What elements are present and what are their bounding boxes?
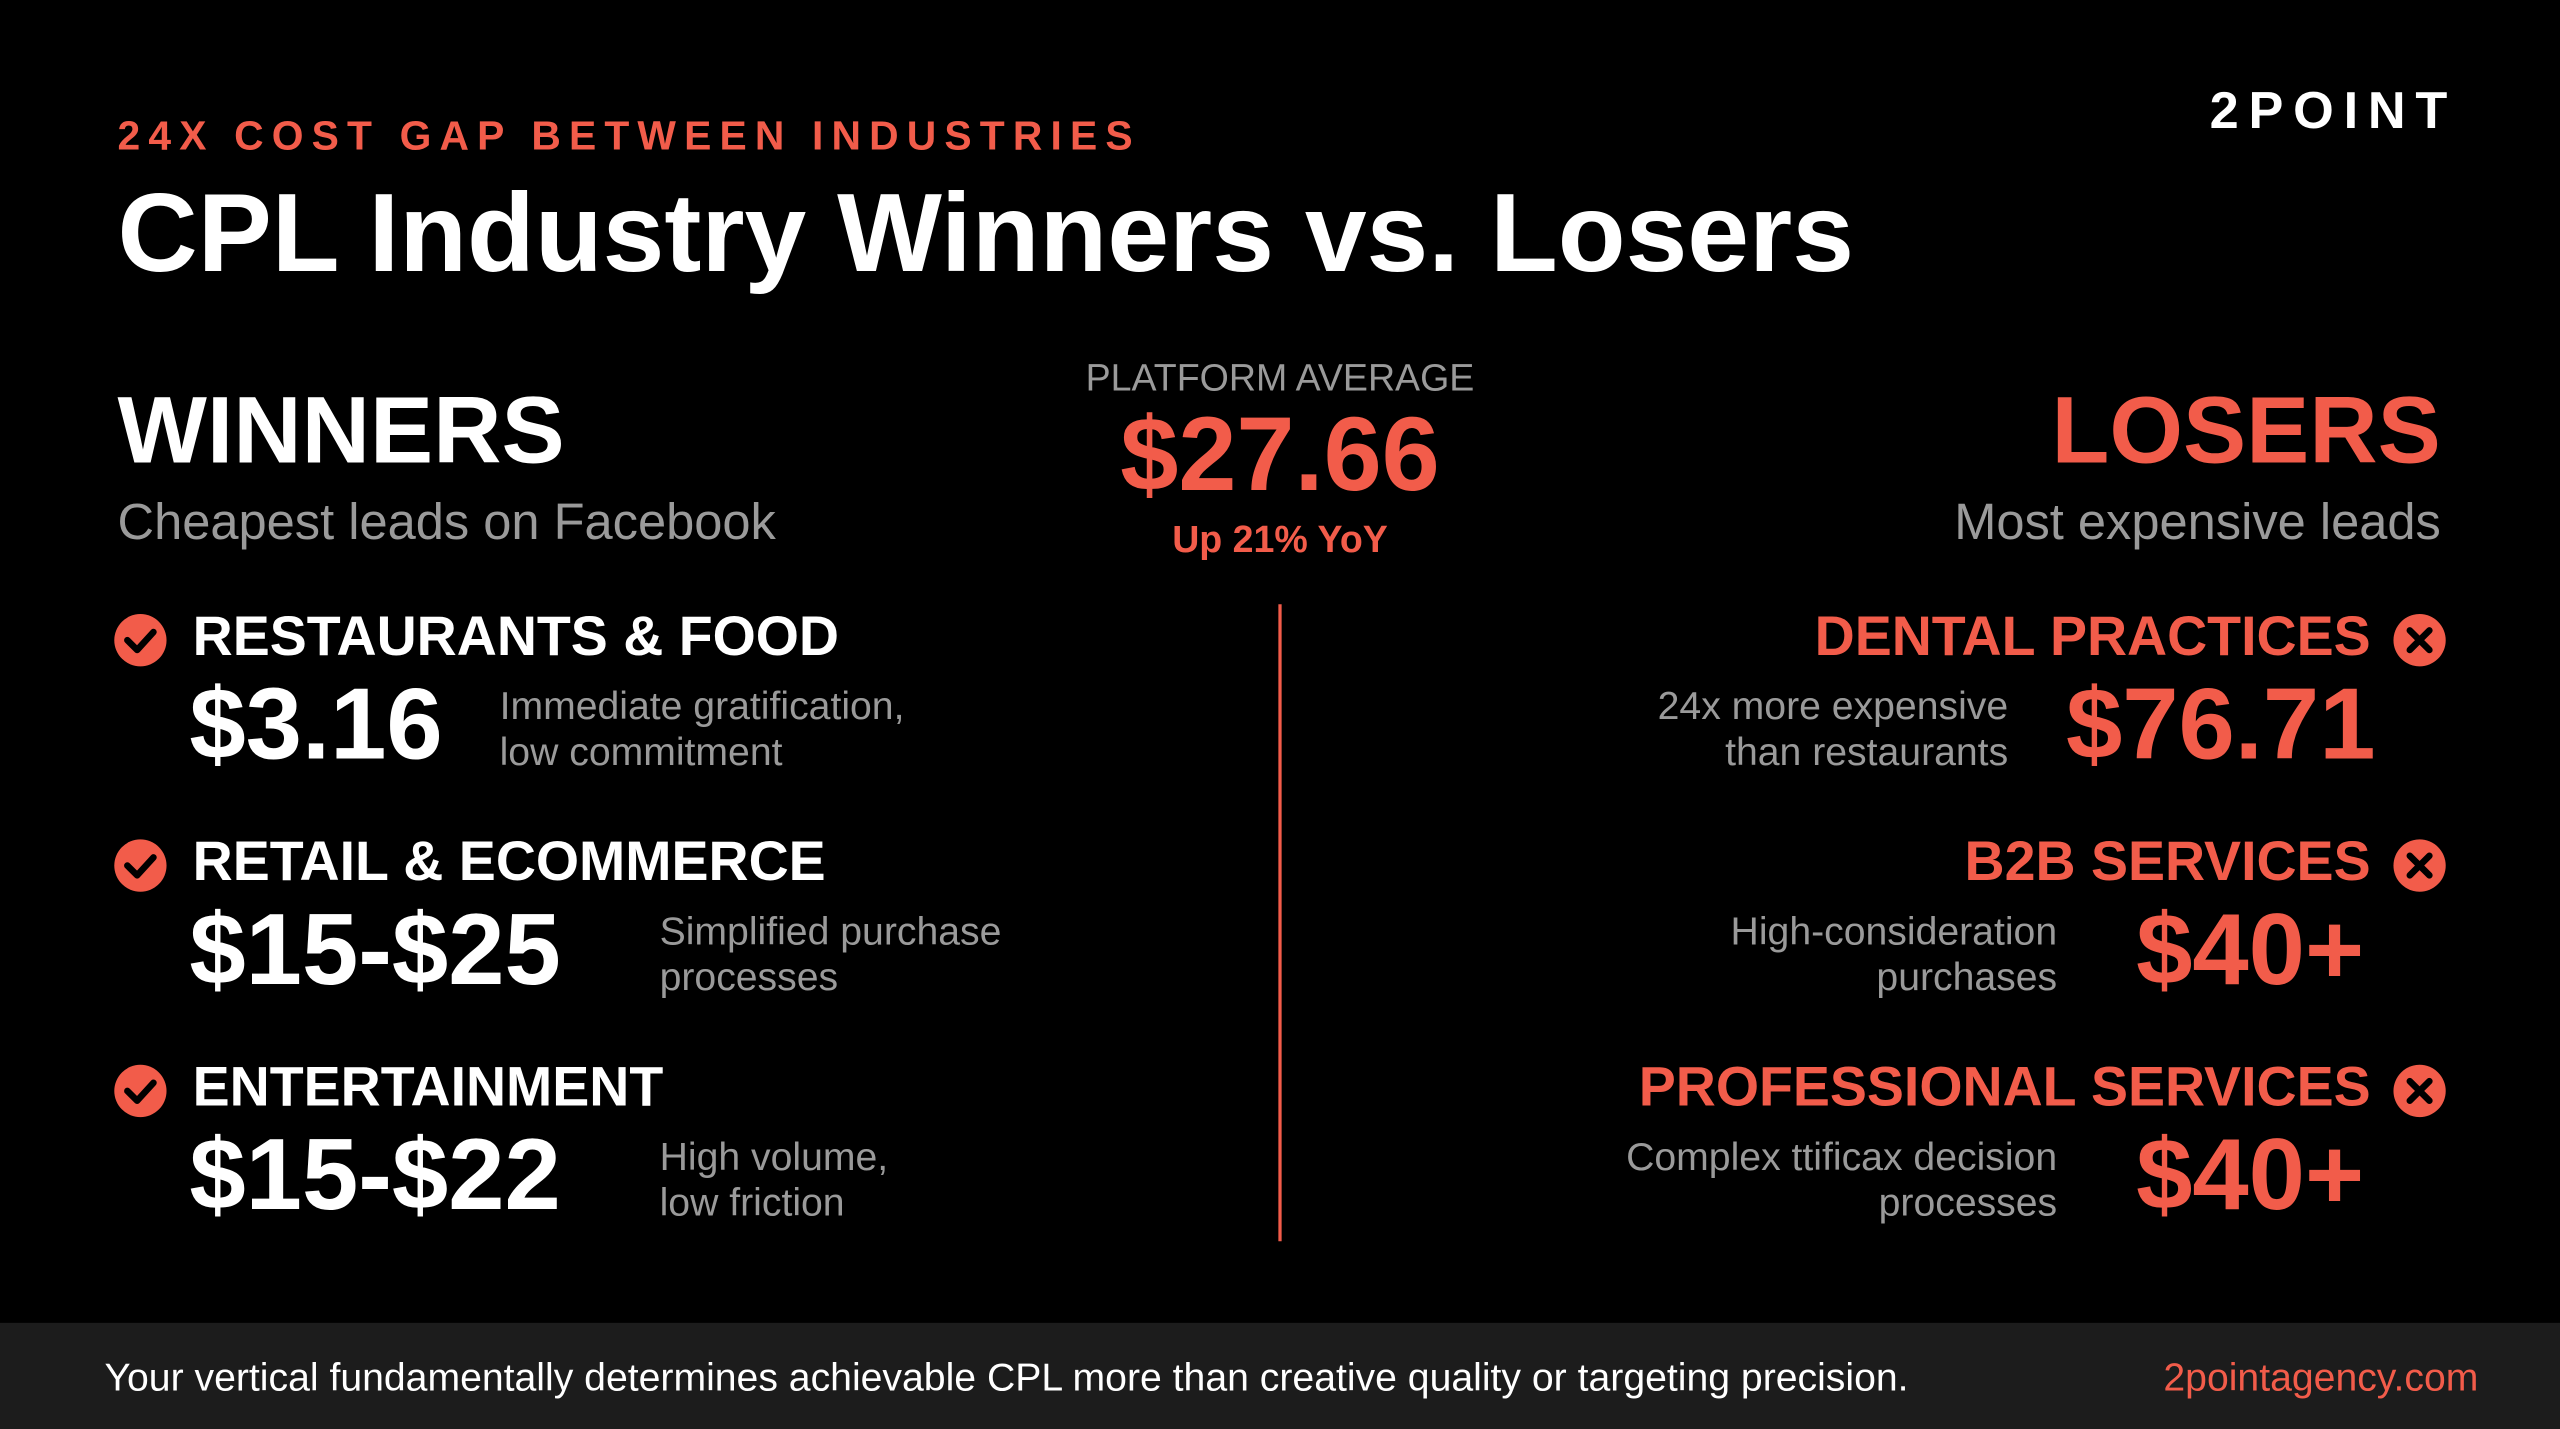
item-price: $3.16 <box>189 667 442 780</box>
winners-subheading: Cheapest leads on Facebook <box>118 493 777 550</box>
footer-url: 2pointagency.com <box>2163 1356 2478 1399</box>
item-description: 24x more expensive <box>1658 685 2009 728</box>
eyebrow: 24X COST GAP BETWEEN INDUSTRIES <box>118 113 1141 159</box>
item-description: High volume, <box>660 1136 889 1179</box>
item-description: Complex ttificax decision <box>1626 1136 2057 1179</box>
winners-heading: WINNERS <box>118 378 565 484</box>
item-price: $40+ <box>2136 893 2364 1006</box>
item-description: Simplified purchase <box>660 910 1002 953</box>
footer-bar <box>0 1322 2560 1429</box>
item-name: PROFESSIONAL SERVICES <box>1639 1056 2371 1118</box>
item-description: than restaurants <box>1725 731 2008 774</box>
x-mark <box>2406 1077 2433 1105</box>
item-name: RETAIL & ECOMMERCE <box>193 830 826 892</box>
average-label: PLATFORM AVERAGE <box>1086 356 1475 398</box>
item-description: processes <box>660 956 839 999</box>
x-mark <box>2406 627 2433 654</box>
losers-list: DENTAL PRACTICES$76.71 24x more expensive… <box>1626 605 2446 1231</box>
item-description: processes <box>1879 1182 2058 1225</box>
item-price: $15-$25 <box>189 893 560 1006</box>
x-mark <box>2406 852 2433 879</box>
check-mark <box>124 854 157 879</box>
check-icon <box>114 614 167 667</box>
item-description: High-consideration <box>1731 910 2058 953</box>
check-mark <box>124 1079 157 1105</box>
check-icon <box>114 839 167 892</box>
item-price: $15-$22 <box>189 1118 560 1231</box>
item-name: ENTERTAINMENT <box>193 1056 664 1118</box>
winners-list: RESTAURANTS & FOOD$3.16 Immediate gratifi… <box>114 605 1001 1231</box>
check-icon <box>114 1064 167 1118</box>
logo: 2POINT <box>2210 82 2457 140</box>
item-description: Immediate gratification, <box>500 685 905 728</box>
item-name: DENTAL PRACTICES <box>1815 605 2371 667</box>
average-change: Up 21% YoY <box>1172 518 1388 560</box>
item-description: purchases <box>1876 956 2057 999</box>
losers-heading: LOSERS <box>2052 378 2441 484</box>
item-name: RESTAURANTS & FOOD <box>193 605 839 667</box>
item-price: $40+ <box>2136 1118 2364 1231</box>
check-mark <box>124 628 157 654</box>
losers-subheading: Most expensive leads <box>1954 493 2441 550</box>
item-description: low commitment <box>500 731 783 774</box>
item-name: B2B SERVICES <box>1965 830 2371 892</box>
average-value: $27.66 <box>1120 396 1440 513</box>
item-price: $76.71 <box>2066 667 2376 780</box>
item-description: low friction <box>660 1182 845 1225</box>
footer-text: Your vertical fundamentally determines a… <box>104 1356 1908 1399</box>
title: CPL Industry Winners vs. Losers <box>118 170 1854 295</box>
